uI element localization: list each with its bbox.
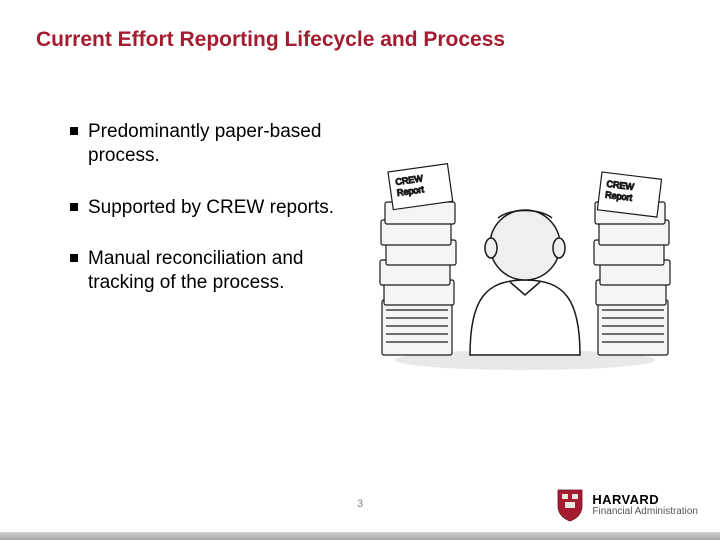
bullet-text: Predominantly paper-based process. [88,121,321,166]
footer-dept: Financial Administration [592,507,698,518]
slide: Current Effort Reporting Lifecycle and P… [0,0,720,540]
footer-brand: HARVARD [592,493,698,507]
bullet-item: Manual reconciliation and tracking of th… [70,247,340,295]
harvard-shield-icon [556,488,584,522]
slide-title: Current Effort Reporting Lifecycle and P… [36,28,505,52]
bullet-text: Manual reconciliation and tracking of th… [88,248,303,293]
illustration-paper-stacks: CREW Report CREW [370,160,680,380]
bullet-text: Supported by CREW reports. [88,197,334,218]
bullet-list: Predominantly paper-based process. Suppo… [70,120,340,323]
footer-bar [0,532,720,540]
bullet-item: Supported by CREW reports. [70,196,340,220]
footer-logo: HARVARD Financial Administration [556,488,698,522]
bullet-item: Predominantly paper-based process. [70,120,340,168]
title-text: Current Effort Reporting Lifecycle and P… [36,28,505,51]
